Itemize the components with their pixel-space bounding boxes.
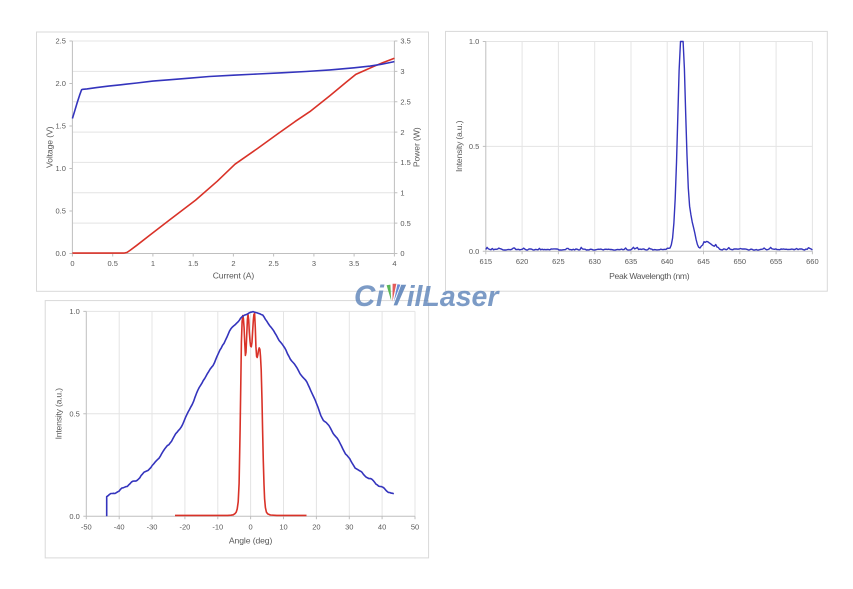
svg-text:640: 640	[661, 257, 674, 266]
svg-text:1.5: 1.5	[400, 158, 410, 167]
svg-text:Intensity (a.u.): Intensity (a.u.)	[54, 388, 64, 440]
svg-text:-40: -40	[114, 523, 125, 532]
svg-text:3.5: 3.5	[349, 259, 359, 268]
svg-text:1.0: 1.0	[469, 37, 479, 46]
svg-text:0.5: 0.5	[469, 142, 479, 151]
svg-text:0.5: 0.5	[69, 410, 79, 419]
svg-text:30: 30	[345, 523, 353, 532]
svg-text:Angle (deg): Angle (deg)	[229, 536, 273, 546]
svg-text:Power (W): Power (W)	[412, 127, 422, 167]
svg-text:Peak Wavelength (nm): Peak Wavelength (nm)	[609, 271, 690, 281]
svg-text:645: 645	[697, 257, 710, 266]
svg-text:1.5: 1.5	[55, 122, 65, 131]
svg-text:1: 1	[151, 259, 155, 268]
svg-text:0: 0	[70, 259, 74, 268]
svg-text:-50: -50	[81, 523, 92, 532]
svg-text:635: 635	[625, 257, 638, 266]
svg-text:3.5: 3.5	[400, 37, 410, 46]
svg-text:2.5: 2.5	[400, 97, 410, 106]
svg-text:0.0: 0.0	[69, 512, 79, 521]
svg-text:2.5: 2.5	[55, 37, 65, 46]
svg-text:-10: -10	[212, 523, 223, 532]
svg-text:1: 1	[400, 189, 404, 198]
svg-text:660: 660	[806, 257, 819, 266]
svg-text:10: 10	[279, 523, 287, 532]
svg-text:625: 625	[552, 257, 565, 266]
svg-text:2.5: 2.5	[268, 259, 278, 268]
svg-text:0.5: 0.5	[400, 219, 410, 228]
svg-text:630: 630	[588, 257, 601, 266]
svg-text:0.5: 0.5	[55, 207, 65, 216]
svg-text:2: 2	[231, 259, 235, 268]
svg-text:1.5: 1.5	[188, 259, 198, 268]
svg-text:1.0: 1.0	[55, 164, 65, 173]
svg-text:4: 4	[392, 259, 396, 268]
svg-text:650: 650	[734, 257, 747, 266]
svg-text:655: 655	[770, 257, 783, 266]
svg-text:Voltage (V): Voltage (V)	[45, 126, 55, 168]
svg-text:615: 615	[480, 257, 493, 266]
svg-text:2.0: 2.0	[55, 79, 65, 88]
svg-text:620: 620	[516, 257, 529, 266]
svg-text:Ci: Ci	[354, 280, 385, 313]
svg-text:2: 2	[400, 128, 404, 137]
svg-text:40: 40	[378, 523, 386, 532]
svg-text:-30: -30	[147, 523, 158, 532]
svg-text:-20: -20	[179, 523, 190, 532]
svg-text:3: 3	[400, 67, 404, 76]
svg-text:Intensity (a.u.): Intensity (a.u.)	[454, 120, 464, 172]
svg-text:20: 20	[312, 523, 320, 532]
svg-text:Current (A): Current (A)	[213, 271, 255, 281]
svg-text:3: 3	[312, 259, 316, 268]
svg-text:0: 0	[400, 249, 404, 258]
svg-text:ilLaser: ilLaser	[407, 281, 501, 313]
svg-text:0: 0	[249, 523, 253, 532]
svg-text:0.0: 0.0	[469, 247, 479, 256]
svg-text:1.0: 1.0	[69, 307, 79, 316]
svg-text:50: 50	[411, 523, 419, 532]
svg-text:0.0: 0.0	[55, 249, 65, 258]
svg-text:0.5: 0.5	[107, 259, 117, 268]
